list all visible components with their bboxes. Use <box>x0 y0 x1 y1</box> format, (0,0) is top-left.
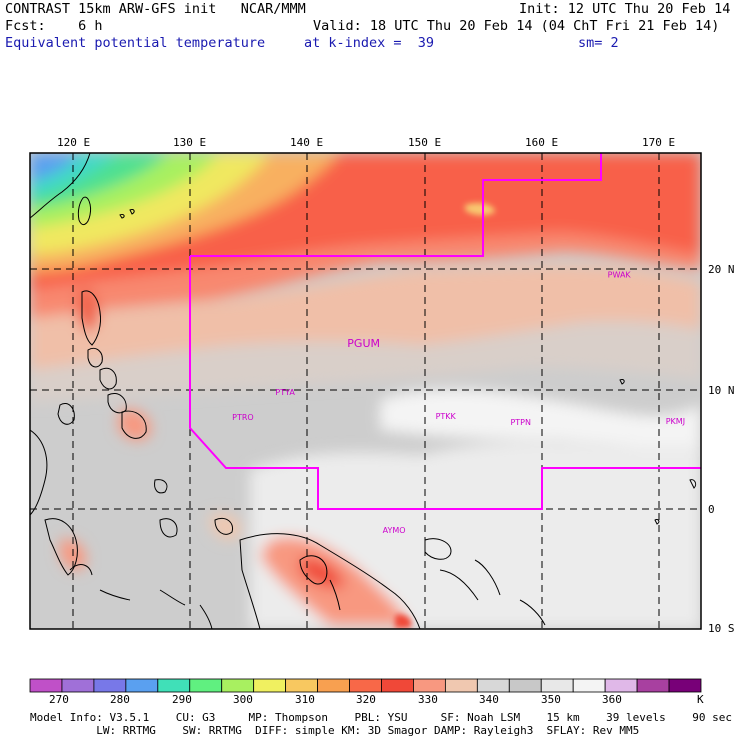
valid-time: Valid: 18 UTC Thu 20 Feb 14 (04 ChT Fri … <box>313 18 720 34</box>
colorbar-swatch <box>476 678 510 693</box>
forecast-hour: Fcst: 6 h <box>5 18 103 34</box>
lat-label-10s: 10 S <box>708 622 735 635</box>
station-pkmj: PKMJ <box>666 417 685 426</box>
smoothing: sm= 2 <box>578 35 619 51</box>
colorbar-swatch <box>253 678 287 693</box>
colorbar-swatch <box>125 678 159 693</box>
colorbar-swatch <box>29 678 63 693</box>
colorbar-swatch <box>189 678 223 693</box>
station-ptkk: PTKK <box>436 412 457 421</box>
colorbar-label: 310 <box>295 693 315 706</box>
station-ptpn: PTPN <box>510 418 531 427</box>
field-shading <box>30 153 701 629</box>
colorbar-swatch <box>221 678 255 693</box>
station-ptya: PTYA <box>275 388 295 397</box>
colorbar-label: 320 <box>356 693 376 706</box>
lon-label-160: 160 E <box>525 136 559 149</box>
model-info-line1: Model Info: V3.5.1 CU: G3 MP: Thompson P… <box>30 711 732 724</box>
colorbar-swatch <box>636 678 670 693</box>
colorbar-swatch <box>93 678 127 693</box>
station-pwak: PWAK <box>608 270 632 279</box>
lat-label-20n: 20 N <box>708 263 735 276</box>
lon-label-120: 120 E <box>57 136 91 149</box>
level-index: at k-index = 39 <box>304 35 435 51</box>
colorbar-label: 330 <box>418 693 438 706</box>
colorbar-label: 340 <box>479 693 499 706</box>
lat-label-10n: 10 N <box>708 384 735 397</box>
colorbar-label: 300 <box>233 693 253 706</box>
lon-label-130: 130 E <box>173 136 207 149</box>
colorbar-swatch <box>317 678 350 693</box>
lon-label-170: 170 E <box>642 136 676 149</box>
lat-label-0: 0 <box>708 503 715 516</box>
colorbar-swatch <box>285 678 318 693</box>
station-ptro: PTRO <box>232 413 254 422</box>
lon-label-150: 150 E <box>408 136 442 149</box>
colorbar-swatch <box>604 678 638 693</box>
lon-label-140: 140 E <box>290 136 324 149</box>
stations-layer: PWAK PGUM PTYA PTRO PTKK PTPN PKMJ AYMO <box>232 270 685 535</box>
colorbar-swatch <box>508 678 542 693</box>
colorbar-label: 290 <box>172 693 192 706</box>
colorbar-swatch <box>540 678 574 693</box>
colorbar-swatch <box>413 678 446 693</box>
colorbar-swatch <box>61 678 95 693</box>
colorbar-unit: K <box>697 693 704 706</box>
colorbar-swatch <box>572 678 606 693</box>
coastlines <box>30 153 697 629</box>
init-time: Init: 12 UTC Thu 20 Feb 14 <box>519 1 731 17</box>
colorbar-swatch <box>349 678 382 693</box>
station-pgum: PGUM <box>347 337 380 350</box>
model-title: CONTRAST 15km ARW-GFS init NCAR/MMM <box>5 1 306 17</box>
colorbar-swatch <box>444 678 478 693</box>
model-info-line2: LW: RRTMG SW: RRTMG DIFF: simple KM: 3D … <box>30 724 640 737</box>
colorbar-label: 270 <box>49 693 69 706</box>
colorbar-label: 280 <box>110 693 130 706</box>
colorbar-swatch <box>381 678 414 693</box>
station-aymo: AYMO <box>383 526 406 535</box>
colorbar-label: 350 <box>541 693 561 706</box>
colorbar-swatch <box>668 678 702 693</box>
field-name: Equivalent potential temperature <box>5 35 266 51</box>
colorbar-swatch <box>157 678 191 693</box>
colorbar <box>29 678 702 693</box>
colorbar-label: 360 <box>602 693 622 706</box>
domain-boundary <box>189 153 701 510</box>
map-frame <box>29 152 702 630</box>
